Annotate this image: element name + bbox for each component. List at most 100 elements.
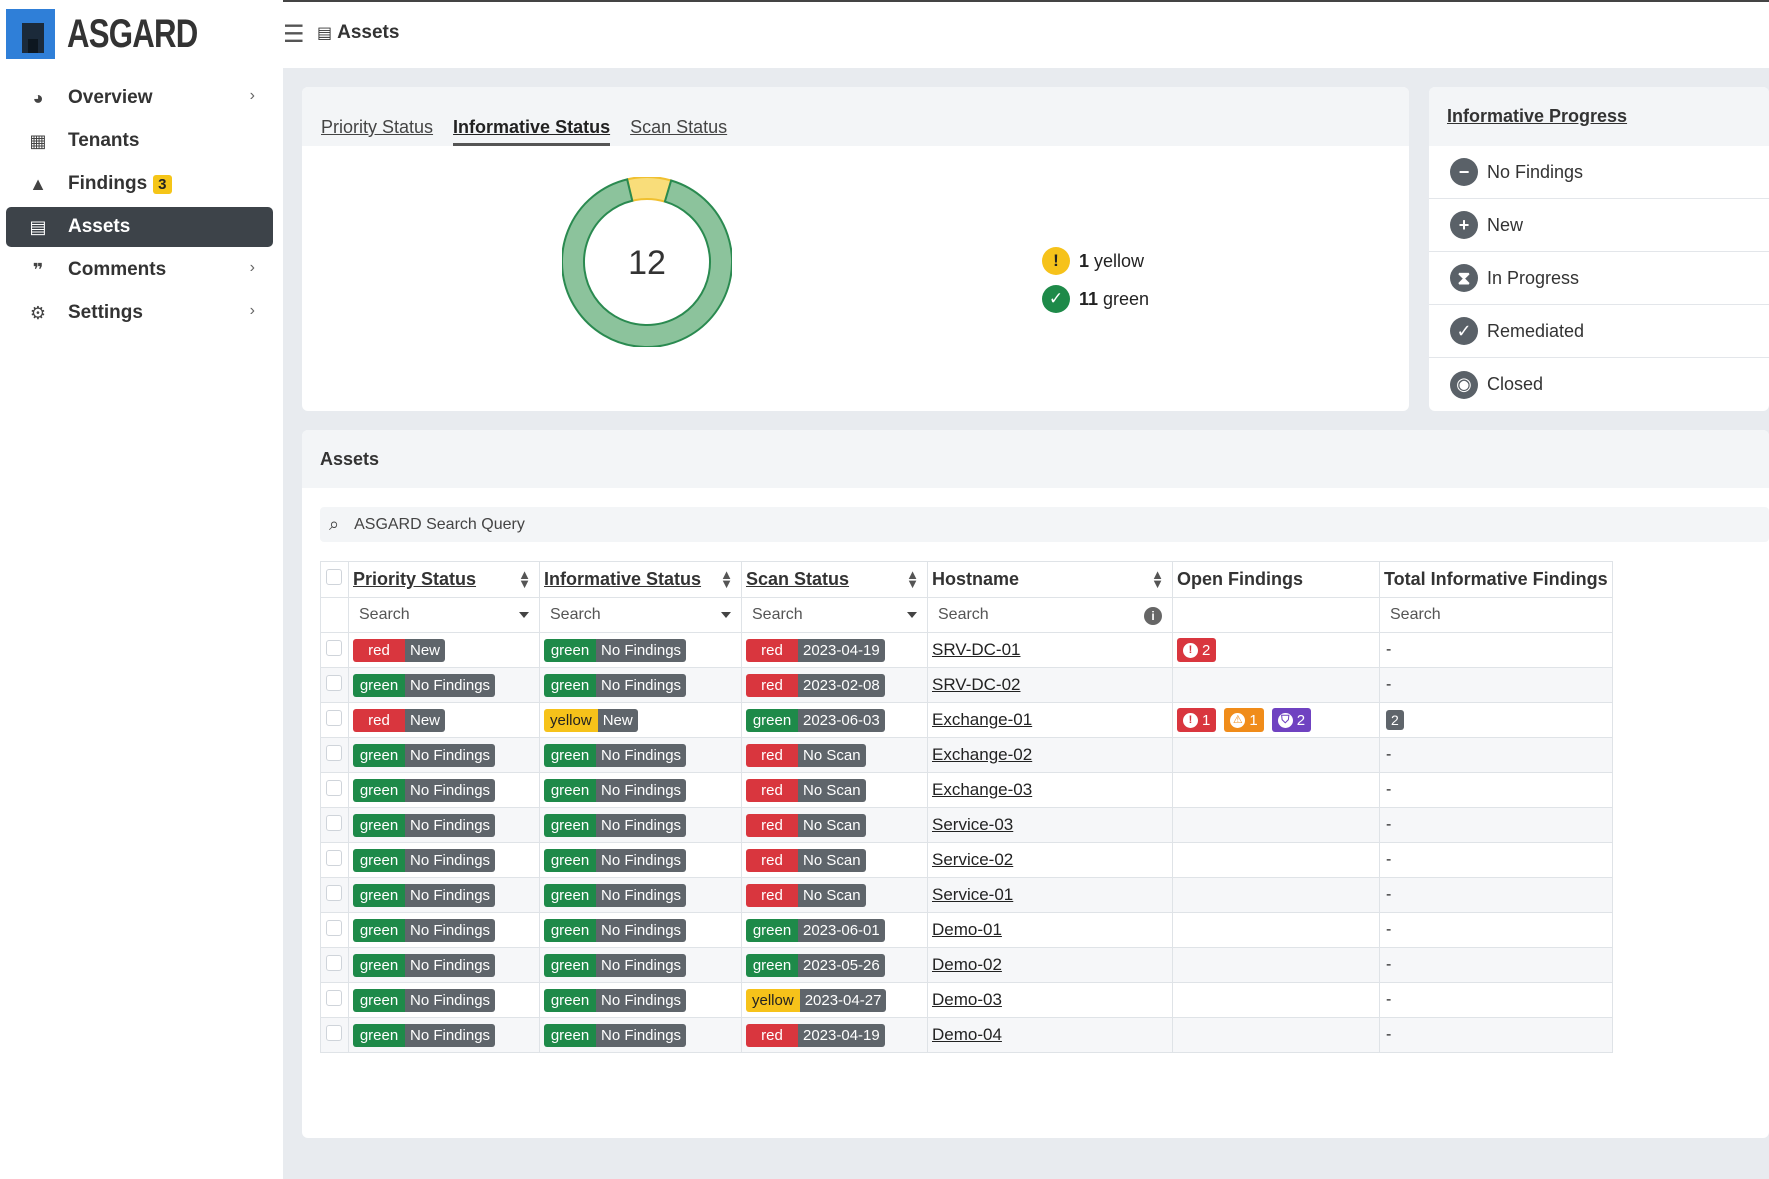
priority-status-cell: green No Findings — [348, 667, 540, 703]
table-row[interactable]: red New yellow New green 2023-06-03 Exchange-0… — [320, 702, 1613, 738]
hostname-link[interactable]: Demo-01 — [932, 920, 1002, 939]
finding-badge-orange[interactable]: ⚠ 1 — [1224, 708, 1264, 732]
row-checkbox[interactable] — [326, 674, 342, 691]
filter-informative-status[interactable]: Search — [539, 597, 742, 633]
sidebar-item-assets[interactable]: ▤ Assets — [6, 207, 273, 247]
table-row[interactable]: green No Findings green No Findings red 2023-… — [320, 667, 1613, 703]
progress-item-no-findings[interactable]: − No Findings — [1429, 146, 1769, 199]
tab-scan-status[interactable]: Scan Status — [630, 117, 728, 137]
hostname-link[interactable]: Exchange-01 — [932, 710, 1033, 729]
table-row[interactable]: red New green No Findings red 2023-04-19 SRV-D… — [320, 632, 1613, 668]
row-checkbox[interactable] — [326, 1024, 342, 1041]
finding-badge-red[interactable]: ! 1 — [1177, 708, 1217, 732]
legend-item-green: ✓ 11 green — [1042, 285, 1149, 313]
topbar: ☰ ▤ Assets — [283, 0, 1769, 68]
row-checkbox[interactable] — [326, 849, 342, 866]
sort-icon[interactable]: ▲ ▼ — [720, 567, 733, 591]
hostname-link[interactable]: Demo-02 — [932, 955, 1002, 974]
progress-item-remediated[interactable]: ✓ Remediated — [1429, 305, 1769, 358]
progress-item-label: Remediated — [1487, 320, 1585, 341]
table-row[interactable]: green No Findings green No Findings green 202… — [320, 947, 1613, 983]
total-informative-value: - — [1386, 781, 1392, 798]
priority-status-badge: green No Findings — [353, 743, 496, 767]
progress-item-in-progress[interactable]: ⧗ In Progress — [1429, 252, 1769, 305]
table-row[interactable]: green No Findings green No Findings green 202… — [320, 912, 1613, 948]
row-checkbox[interactable] — [326, 954, 342, 971]
status-text: 2023-05-26 — [798, 953, 885, 977]
progress-item-closed[interactable]: ◉ Closed — [1429, 358, 1769, 411]
hostname-link[interactable]: Demo-03 — [932, 990, 1002, 1009]
status-text: No Scan — [798, 813, 866, 837]
row-checkbox[interactable] — [326, 744, 342, 761]
column-header-scan-status[interactable]: Scan Status ▲ ▼ — [741, 561, 928, 598]
row-checkbox[interactable] — [326, 709, 342, 726]
row-select-cell — [320, 807, 349, 843]
hostname-link[interactable]: SRV-DC-02 — [932, 675, 1021, 694]
tab-priority-status[interactable]: Priority Status — [321, 117, 434, 137]
table-row[interactable]: green No Findings green No Findings red No Sc… — [320, 842, 1613, 878]
filter-total-informative-findings[interactable]: Search — [1379, 597, 1613, 633]
sort-icon[interactable]: ▲ ▼ — [518, 567, 531, 591]
row-checkbox[interactable] — [326, 919, 342, 936]
total-informative-cell: - — [1379, 772, 1613, 808]
row-checkbox[interactable] — [326, 639, 342, 656]
status-text: New — [597, 708, 638, 732]
hostname-link[interactable]: Exchange-02 — [932, 745, 1033, 764]
asgard-search-bar[interactable]: ⌕ ASGARD Search Query — [320, 507, 1769, 542]
sidebar-item-tenants[interactable]: ▦ Tenants — [6, 121, 273, 161]
select-all-checkbox[interactable] — [326, 569, 342, 585]
row-checkbox[interactable] — [326, 989, 342, 1006]
sort-icon[interactable]: ▲ ▼ — [1151, 567, 1164, 591]
sidebar-item-overview[interactable]: ◕ Overview › — [6, 78, 273, 118]
priority-status-badge: green No Findings — [353, 918, 496, 942]
column-header-priority-status[interactable]: Priority Status ▲ ▼ — [348, 561, 540, 598]
tab-informative-status[interactable]: Informative Status — [453, 117, 611, 146]
table-row[interactable]: green No Findings green No Findings red No Sc… — [320, 877, 1613, 913]
sidebar-item-settings[interactable]: ⚙ Settings › — [6, 293, 273, 333]
status-color: green — [353, 673, 405, 697]
brand[interactable]: ASGARD — [6, 8, 234, 60]
hostname-link[interactable]: Exchange-03 — [932, 780, 1033, 799]
sidebar-item-findings[interactable]: ▲ Findings 3 — [6, 164, 273, 204]
row-checkbox[interactable] — [326, 779, 342, 796]
priority-status-cell: green No Findings — [348, 877, 540, 913]
table-row[interactable]: green No Findings green No Findings red No Sc… — [320, 772, 1613, 808]
column-header-informative-status[interactable]: Informative Status ▲ ▼ — [539, 561, 742, 598]
finding-badge-red[interactable]: ! 2 — [1177, 638, 1217, 662]
priority-status-cell: green No Findings — [348, 807, 540, 843]
hostname-link[interactable]: Service-01 — [932, 885, 1014, 904]
scan-status-badge: red 2023-04-19 — [746, 638, 885, 662]
table-row[interactable]: green No Findings green No Findings red 2023-… — [320, 1017, 1613, 1053]
hamburger-menu-icon[interactable]: ☰ — [283, 21, 305, 48]
sort-icon[interactable]: ▲ ▼ — [906, 567, 919, 591]
scan-status-cell: red No Scan — [741, 737, 928, 773]
row-checkbox[interactable] — [326, 814, 342, 831]
page-title-label: Assets — [337, 22, 400, 43]
status-color: green — [353, 778, 405, 802]
status-text: No Findings — [596, 988, 687, 1012]
table-row[interactable]: green No Findings green No Findings yellow 20… — [320, 982, 1613, 1018]
priority-status-cell: green No Findings — [348, 947, 540, 983]
scan-status-cell: red No Scan — [741, 807, 928, 843]
row-checkbox[interactable] — [326, 884, 342, 901]
exclamation-circle-icon: ! — [1183, 712, 1198, 728]
filter-hostname[interactable]: Search i — [927, 597, 1173, 633]
hostname-link[interactable]: Demo-04 — [932, 1025, 1002, 1044]
column-header-hostname[interactable]: Hostname ▲ ▼ — [927, 561, 1173, 598]
finding-badge-purple[interactable]: ⛉ 2 — [1271, 708, 1312, 732]
table-row[interactable]: green No Findings green No Findings red No Sc… — [320, 807, 1613, 843]
hostname-link[interactable]: SRV-DC-01 — [932, 640, 1021, 659]
progress-item-new[interactable]: + New — [1429, 199, 1769, 252]
hostname-link[interactable]: Service-02 — [932, 850, 1014, 869]
chevron-right-icon: › — [249, 259, 255, 276]
filter-priority-status[interactable]: Search — [348, 597, 540, 633]
progress-card: Informative Progress − No Findings + New ⧗ In… — [1429, 87, 1769, 411]
filter-scan-status[interactable]: Search — [741, 597, 928, 633]
info-icon[interactable]: i — [1144, 607, 1162, 625]
priority-status-badge: green No Findings — [353, 1023, 496, 1047]
open-findings-cell — [1172, 877, 1380, 913]
status-text: No Findings — [405, 848, 496, 872]
hostname-link[interactable]: Service-03 — [932, 815, 1014, 834]
sidebar-item-comments[interactable]: ❞ Comments › — [6, 250, 273, 290]
table-row[interactable]: green No Findings green No Findings red No Sc… — [320, 737, 1613, 773]
